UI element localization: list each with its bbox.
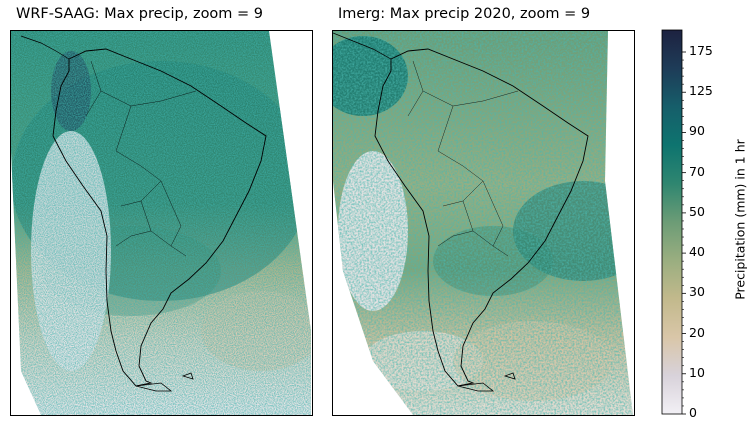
colorbar-tick-label: 175 [689,43,713,58]
colorbar-tick-label: 70 [689,163,705,179]
imerg-map-plot [333,31,633,415]
panama-outline [20,35,70,60]
right-panel-title: Imerg: Max precip 2020, zoom = 9 [338,6,591,22]
imerg-map [332,30,635,416]
left-panel-title: WRF-SAAG: Max precip, zoom = 9 [16,6,264,22]
panama-outline [333,32,392,60]
south-america-coastline [374,48,589,387]
colorbar-tick-label: 125 [689,83,713,99]
wrf-saag-precip-field [11,31,311,415]
colorbar-tick-label: 20 [689,324,705,340]
tierra-del-fuego-outline [135,372,194,392]
imerg-precip-field [333,31,633,415]
colorbar [661,29,686,415]
country-borders [407,60,519,257]
colorbar-tick-label: 40 [689,244,705,260]
wrf-saag-map-plot [11,31,311,415]
colorbar-tick-label: 90 [689,123,705,139]
wrf-saag-map [10,30,313,416]
colorbar-tick-label: 50 [689,203,705,219]
colorbar-tick-label: 0 [689,405,697,420]
country-borders [85,60,197,257]
colorbar-gradient [661,29,686,415]
colorbar-tick-label: 10 [689,364,705,380]
south-america-coastline [52,48,267,387]
colorbar-tick-label: 30 [689,284,705,300]
tierra-del-fuego-outline [457,372,516,392]
colorbar-label: Precipitation (mm) in 1 hr [732,139,747,300]
